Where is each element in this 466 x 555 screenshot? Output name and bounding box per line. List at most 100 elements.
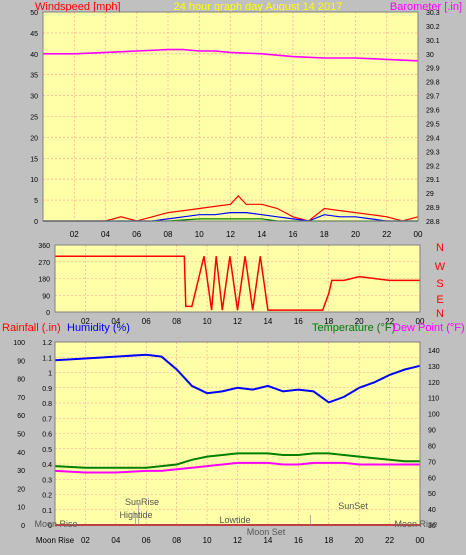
windspeed-tick-label: 10 bbox=[30, 177, 38, 184]
humidity-tick-label: 40 bbox=[17, 450, 25, 457]
direction-tick-label: 180 bbox=[38, 277, 50, 284]
top-hour-tick-label: 16 bbox=[289, 230, 298, 239]
bottom-moonrise-tick-label: Moon Rise bbox=[36, 536, 75, 545]
direction-hour-tick-label: 06 bbox=[142, 317, 151, 326]
rainfall-tick-label: 0.6 bbox=[42, 432, 52, 439]
wind-gust-line bbox=[43, 195, 419, 222]
rainfall-axis-label: Rainfall (.in) bbox=[2, 322, 61, 334]
barometer-tick-label: 30.2 bbox=[426, 24, 440, 31]
top-hour-tick-label: 20 bbox=[351, 230, 360, 239]
direction-tick-label: 360 bbox=[38, 243, 50, 250]
compass-label-east: E bbox=[436, 294, 443, 306]
humidity-tick-label: 60 bbox=[17, 413, 25, 420]
rainfall-tick-label: 1 bbox=[48, 371, 52, 378]
top-hour-tick-label: 12 bbox=[226, 230, 235, 239]
temperature-tick-label: 80 bbox=[428, 443, 436, 450]
temperature-tick-label: 110 bbox=[428, 396, 439, 403]
windspeed-tick-label: 35 bbox=[30, 73, 38, 80]
windspeed-tick-label: 30 bbox=[30, 94, 38, 101]
top-hour-tick-label: 00 bbox=[414, 230, 423, 239]
wind-plot-border bbox=[42, 11, 419, 222]
direction-hour-tick-label: 20 bbox=[355, 317, 364, 326]
bottom-hour-tick-label: 04 bbox=[111, 536, 120, 545]
barometer-axis-label: Barometer [.in] bbox=[390, 1, 462, 13]
temperature-tick-label: 90 bbox=[428, 428, 436, 435]
temperature-tick-label: 130 bbox=[428, 364, 440, 371]
humidity-tick-label: 50 bbox=[17, 432, 25, 439]
rainfall-tick-label: 0.5 bbox=[42, 447, 52, 454]
direction-hour-tick-label: 02 bbox=[81, 317, 90, 326]
windspeed-tick-label: 20 bbox=[30, 135, 38, 142]
humidity-line bbox=[54, 353, 421, 404]
dewpoint-axis-label: Dew Point (°F) bbox=[393, 322, 465, 334]
temperature-tick-label: 50 bbox=[428, 491, 436, 498]
direction-hour-tick-label: 12 bbox=[233, 317, 242, 326]
rainfall-tick-label: 0.9 bbox=[42, 386, 52, 393]
bottom-hour-tick-label: 08 bbox=[172, 536, 181, 545]
top-hour-tick-label: 14 bbox=[257, 230, 266, 239]
bottom-hour-tick-label: 22 bbox=[385, 536, 394, 545]
direction-hour-tick-label: 00 bbox=[416, 317, 425, 326]
rainfall-tick-label: 0.2 bbox=[42, 493, 52, 500]
direction-tick-label: 0 bbox=[46, 310, 50, 317]
barometer-tick-label: 29.2 bbox=[426, 163, 440, 170]
bottom-hour-tick-label: 20 bbox=[355, 536, 364, 545]
direction-hour-tick-label: 16 bbox=[294, 317, 303, 326]
humidity-tick-label: 90 bbox=[17, 358, 25, 365]
bottom-hour-tick-label: 10 bbox=[203, 536, 212, 545]
barometer-tick-label: 30 bbox=[426, 52, 434, 59]
humidity-tick-label: 10 bbox=[17, 505, 25, 512]
moonset-label: Moon Set bbox=[247, 527, 286, 537]
humidity-temperature-plot-area bbox=[55, 342, 420, 525]
humidity-tick-label: 70 bbox=[17, 395, 25, 402]
humidity-tick-label: 80 bbox=[17, 377, 25, 384]
windspeed-axis-label: Windspeed [mph] bbox=[35, 1, 121, 13]
windspeed-tick-label: 0 bbox=[34, 219, 38, 226]
humidity-axis-label: Humidity (%) bbox=[67, 322, 130, 334]
wind-direction-line bbox=[55, 255, 420, 311]
rainfall-tick-label: 1.2 bbox=[42, 340, 52, 347]
windspeed-tick-label: 40 bbox=[30, 52, 38, 59]
axis-ticks: 0510152025303540455028.828.92929.129.229… bbox=[13, 10, 439, 545]
moonrise-right-label: Moon Rise bbox=[394, 519, 437, 529]
top-hour-tick-label: 02 bbox=[70, 230, 79, 239]
bottom-hour-tick-label: 02 bbox=[81, 536, 90, 545]
barometer-tick-label: 29.9 bbox=[426, 66, 440, 73]
top-hour-tick-label: 06 bbox=[132, 230, 141, 239]
direction-tick-label: 90 bbox=[42, 293, 50, 300]
moonrise-left-label: Moon Rise bbox=[34, 519, 77, 529]
compass-label-north-top: N bbox=[436, 242, 444, 254]
top-hour-tick-label: 18 bbox=[320, 230, 329, 239]
direction-tick-label: 270 bbox=[38, 260, 50, 267]
dew-point-line bbox=[54, 461, 420, 474]
rainfall-tick-label: 0.8 bbox=[42, 401, 52, 408]
data-series bbox=[43, 48, 421, 526]
bottom-hour-tick-label: 06 bbox=[142, 536, 151, 545]
temperature-tick-label: 60 bbox=[428, 475, 436, 482]
humidity-tick-label: 100 bbox=[13, 340, 25, 347]
temperature-axis-label: Temperature (°F) bbox=[312, 322, 395, 334]
compass-label-south: S bbox=[436, 278, 443, 290]
temperature-tick-label: 140 bbox=[428, 348, 440, 355]
bottom-hour-tick-label: 00 bbox=[416, 536, 425, 545]
temperature-line bbox=[54, 452, 420, 469]
barometer-tick-label: 29.5 bbox=[426, 121, 440, 128]
temperature-tick-label: 120 bbox=[428, 380, 440, 387]
direction-hour-tick-label: 18 bbox=[324, 317, 333, 326]
direction-hour-tick-label: 10 bbox=[203, 317, 212, 326]
barometer-tick-label: 29.8 bbox=[426, 80, 440, 87]
barometer-tick-label: 29.3 bbox=[426, 149, 440, 156]
bottom-hour-tick-label: 12 bbox=[233, 536, 242, 545]
windspeed-tick-label: 45 bbox=[30, 31, 38, 38]
barometer-tick-label: 29.1 bbox=[426, 177, 440, 184]
direction-hour-tick-label: 14 bbox=[263, 317, 272, 326]
barometer-tick-label: 29.7 bbox=[426, 94, 440, 101]
direction-hour-tick-label: 04 bbox=[111, 317, 120, 326]
compass-label-north-bottom: N bbox=[436, 308, 444, 320]
barometer-line bbox=[43, 48, 419, 62]
windspeed-tick-label: 5 bbox=[34, 198, 38, 205]
barometer-tick-label: 29 bbox=[426, 191, 434, 198]
rainfall-tick-label: 0.4 bbox=[42, 462, 52, 469]
